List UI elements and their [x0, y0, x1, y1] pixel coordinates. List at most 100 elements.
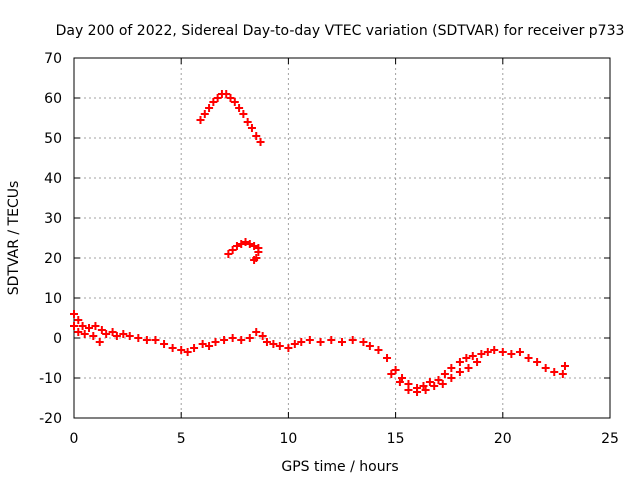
data-point-main-track [134, 334, 143, 342]
data-point-main-track [391, 366, 400, 374]
data-point-lower-branch [464, 364, 473, 372]
y-tick-label: 20 [44, 251, 62, 267]
data-point-main-track [348, 336, 357, 344]
data-point-main-track [119, 330, 128, 338]
data-point-main-track [168, 344, 177, 352]
data-point-main-track [338, 338, 346, 346]
data-point-main-track [541, 364, 550, 372]
data-point-main-track [78, 322, 87, 330]
data-point-upper-arc [222, 90, 231, 98]
data-point-main-track [108, 328, 117, 336]
data-point-upper-arc [200, 110, 209, 118]
data-point-main-track [524, 354, 533, 362]
data-point-middle-arc [224, 250, 233, 258]
data-point-main-track [550, 368, 559, 376]
y-tick-label: 60 [44, 91, 62, 107]
x-tick-label: 0 [70, 431, 79, 447]
data-point-main-track [70, 322, 78, 330]
data-point-middle-arc [250, 242, 259, 250]
chart-title: Day 200 of 2022, Sidereal Day-to-day VTE… [56, 23, 625, 39]
data-point-main-track [95, 338, 104, 346]
data-point-main-track [252, 328, 261, 336]
data-point-main-track [85, 324, 94, 332]
data-point-main-track [560, 362, 569, 370]
data-point-middle-arc [254, 248, 263, 256]
y-tick-label: 10 [44, 291, 62, 307]
data-point-main-track [91, 322, 100, 330]
data-point-main-track [440, 370, 449, 378]
data-point-upper-arc [196, 116, 205, 124]
data-point-main-track [183, 348, 192, 356]
x-axis-label: GPS time / hours [281, 459, 398, 475]
data-point-main-track [220, 336, 229, 344]
data-points [70, 90, 569, 396]
data-point-main-track [228, 334, 237, 342]
axis-ticks [73, 57, 611, 419]
data-point-main-track [262, 338, 271, 346]
data-point-upper-arc [235, 104, 244, 112]
data-point-lower-branch [421, 386, 430, 394]
data-point-main-track [425, 378, 434, 386]
data-point-main-track [507, 350, 516, 358]
data-point-upper-arc [247, 124, 256, 132]
data-point-upper-arc [256, 138, 265, 146]
x-tick-label: 20 [494, 431, 512, 447]
data-point-upper-arc [252, 132, 261, 140]
data-point-lower-branch [473, 358, 482, 366]
data-point-main-track [258, 332, 267, 340]
data-point-main-track [160, 340, 169, 348]
y-tick-label: 30 [44, 211, 62, 227]
data-point-upper-arc [226, 94, 235, 102]
data-point-main-track [74, 328, 83, 336]
grid-lines [74, 58, 610, 418]
data-point-main-track [533, 358, 542, 366]
x-tick-label: 25 [601, 431, 619, 447]
y-axis-label: SDTVAR / TECUs [6, 181, 22, 296]
y-tick-label: -20 [39, 411, 62, 427]
data-point-middle-arc [232, 242, 241, 250]
data-point-main-track [245, 334, 254, 342]
data-point-main-track [125, 332, 134, 340]
data-point-middle-arc [250, 256, 259, 264]
data-point-main-track [477, 350, 486, 358]
data-point-upper-arc [213, 94, 222, 102]
data-point-main-track [102, 330, 111, 338]
data-point-main-track [455, 358, 464, 366]
data-point-lower-branch [430, 382, 439, 390]
data-point-main-track [305, 336, 314, 344]
data-point-lower-branch [447, 374, 456, 382]
data-point-lower-branch [395, 378, 404, 386]
data-point-upper-arc [230, 98, 239, 106]
data-point-main-track [237, 336, 246, 344]
data-point-upper-arc [243, 118, 252, 126]
data-point-main-track [447, 364, 456, 372]
data-point-main-track [97, 326, 106, 334]
y-tick-label: 50 [44, 131, 62, 147]
data-point-upper-arc [239, 110, 248, 118]
data-point-main-track [290, 340, 299, 348]
data-point-lower-branch [438, 380, 447, 388]
data-point-lower-branch [404, 386, 413, 394]
data-point-main-track [89, 332, 98, 340]
data-point-main-track [74, 316, 83, 324]
data-point-main-track [142, 336, 151, 344]
data-point-main-track [198, 340, 207, 348]
data-point-main-track [70, 310, 78, 318]
data-point-main-track [205, 342, 214, 350]
data-point-main-track [190, 344, 199, 352]
data-point-main-track [269, 340, 278, 348]
data-point-main-track [327, 336, 336, 344]
data-point-main-track [359, 338, 368, 346]
x-tick-labels: 0 5 10 15 20 25 [70, 431, 619, 447]
x-tick-label: 5 [177, 431, 186, 447]
x-tick-label: 10 [279, 431, 297, 447]
x-tick-label: 15 [387, 431, 405, 447]
data-point-main-track [383, 354, 392, 362]
data-point-upper-arc [205, 104, 214, 112]
data-point-main-track [80, 330, 89, 338]
data-point-middle-arc [228, 246, 237, 254]
data-point-main-track [374, 346, 383, 354]
data-point-main-track [498, 348, 507, 356]
data-point-main-track [316, 338, 325, 346]
